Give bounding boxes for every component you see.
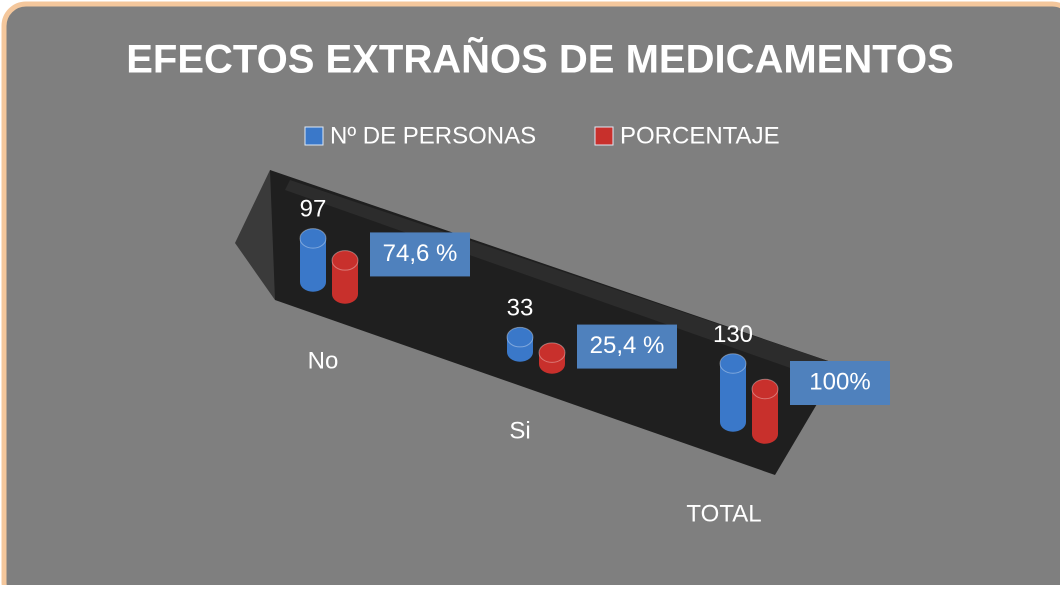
data-label: 100%	[809, 368, 870, 395]
data-label: 33	[507, 294, 534, 321]
legend-swatch	[304, 126, 324, 146]
data-label: 97	[300, 196, 327, 223]
bar-top	[719, 353, 747, 374]
bar	[331, 250, 359, 304]
data-label-box	[370, 232, 470, 277]
data-label: 130	[713, 321, 753, 348]
category-label: No	[308, 347, 339, 374]
legend-label: PORCENTAJE	[620, 122, 780, 149]
bar	[751, 378, 779, 444]
data-label: 25,4 %	[590, 332, 665, 359]
bar	[538, 342, 566, 374]
data-label: 74,6 %	[383, 240, 458, 267]
category-label: TOTAL	[686, 500, 761, 527]
floor-wall	[285, 180, 840, 382]
bar	[506, 326, 534, 362]
bar-top	[299, 228, 327, 249]
chart-title: EFECTOS EXTRAÑOS DE MEDICAMENTOS	[126, 36, 954, 82]
bar	[299, 228, 327, 292]
legend-label: Nº DE PERSONAS	[330, 122, 536, 149]
bar-top	[751, 378, 779, 400]
bar	[719, 353, 747, 432]
category-label: Si	[509, 417, 530, 444]
legend-swatch	[594, 126, 614, 146]
bar-top	[538, 342, 566, 363]
data-label-box	[577, 324, 677, 369]
bar-top	[506, 326, 534, 348]
data-label-box	[790, 361, 890, 405]
bar-top	[331, 250, 359, 271]
